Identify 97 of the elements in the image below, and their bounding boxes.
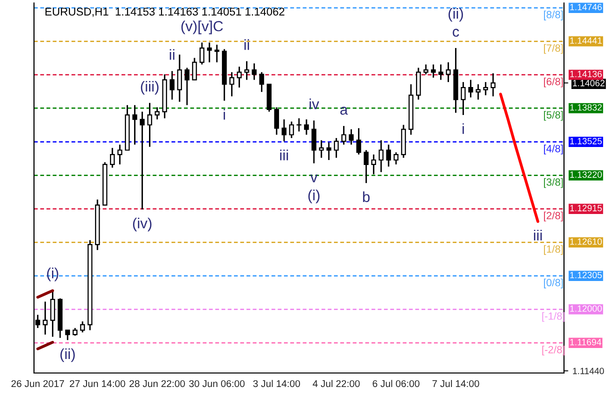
candlestick [490, 72, 496, 98]
annotation: i [462, 123, 464, 134]
annotation: v [310, 174, 318, 182]
candlestick [282, 118, 286, 142]
annotation: iii [280, 150, 288, 160]
candlestick [252, 62, 257, 81]
annotation: (iv) [133, 218, 152, 232]
x-tick-label: 30 Jun 06:00 [189, 380, 245, 388]
annotation: [8/8] [544, 10, 563, 20]
annotation: b [363, 191, 370, 202]
annotation: [2/8] [544, 212, 563, 222]
candlestick [147, 102, 152, 148]
annotation: (ii) [448, 8, 463, 22]
annotation: ii [170, 49, 174, 60]
candlestick [132, 104, 138, 146]
ref-line-label: 1.12915 [570, 204, 602, 212]
ref-line-label: 1.14746 [570, 4, 602, 10]
annotation: iv [310, 98, 320, 110]
ref-line-label: 1.13525 [570, 138, 602, 144]
candlestick [244, 60, 250, 81]
ref-line-label: 1.14136 [570, 70, 602, 78]
ref-line-label: 1.12610 [570, 238, 602, 245]
x-tick-label: 7 Jul 14:00 [432, 380, 480, 388]
annotation: (v)[v]C [181, 20, 223, 34]
ref-line-label: 1.14441 [570, 37, 602, 44]
annotation: (ii) [60, 348, 75, 362]
candlestick [430, 64, 436, 78]
line-series [499, 92, 540, 223]
ref-line-label: 1.11694 [570, 338, 602, 346]
candlestick [468, 79, 474, 98]
candlestick [356, 127, 362, 156]
candlestick [326, 142, 332, 161]
candlestick [200, 42, 204, 66]
candlestick [348, 128, 354, 146]
annotation: (iii) [140, 80, 159, 95]
x-tick-label: 27 Jun 14:00 [70, 380, 126, 388]
candlestick [371, 154, 376, 175]
x-tick-label: 26 Jun 2017 [11, 380, 64, 388]
candlestick [154, 106, 160, 120]
annotation: [4/8] [544, 144, 563, 154]
x-tick-label: 3 Jul 14:00 [253, 380, 300, 388]
candlestick [378, 140, 384, 173]
candlestick [229, 71, 234, 98]
candlestick [446, 62, 451, 83]
candlestick [312, 120, 316, 164]
candlestick [184, 67, 190, 106]
annotation: ii [244, 39, 250, 50]
candlestick [438, 64, 444, 81]
candlestick [341, 125, 346, 146]
candlestick [236, 66, 242, 88]
candlestick [423, 64, 428, 76]
annotation: i [224, 109, 225, 120]
ref-line-label: 1.13832 [570, 104, 602, 111]
candlestick [117, 144, 122, 166]
y-tick-label: 1.11440 [573, 368, 604, 374]
ref-line-label: 1.13220 [570, 171, 602, 178]
candlestick [259, 71, 264, 93]
annotation: iii [534, 230, 542, 240]
annotation: [0/8] [544, 278, 563, 288]
candlestick [177, 54, 182, 103]
candlestick [416, 67, 421, 100]
candlestick [334, 137, 339, 158]
annotation: [3/8] [544, 178, 563, 188]
candlestick [110, 147, 115, 168]
candlestick [80, 320, 85, 334]
annotation: [5/8] [544, 110, 563, 121]
candlestick [214, 44, 220, 63]
annotation: (i) [47, 268, 58, 282]
candlestick [207, 42, 212, 63]
candlestick [192, 57, 197, 81]
candlestick [483, 81, 488, 96]
candlestick [394, 152, 398, 166]
chart-title: EURUSD,H1 1.14153 1.14163 1.14051 1.14062 [46, 8, 284, 17]
candlestick [318, 140, 324, 158]
y-tick-label: 1.14062 [573, 80, 605, 86]
x-tick-label: 6 Jul 06:00 [372, 380, 420, 388]
candlestick [42, 300, 48, 336]
annotation: a [340, 106, 348, 115]
candlestick [140, 111, 145, 210]
ref-line-label: 1.12305 [570, 272, 602, 278]
candlestick [460, 81, 466, 116]
x-tick-label: 4 Jul 22:00 [312, 380, 360, 388]
annotation: (i) [308, 190, 320, 204]
candlestick [304, 118, 309, 136]
candlestick [476, 84, 481, 100]
candlestick [386, 144, 391, 168]
annotation: [6/8] [544, 78, 563, 88]
annotation: c [452, 28, 460, 37]
annotation: [7/8] [544, 44, 563, 54]
candlestick [289, 120, 294, 139]
candlestick [274, 106, 280, 136]
candlestick [65, 329, 70, 341]
candlestick [364, 149, 369, 184]
annotation: [1/8] [544, 245, 563, 255]
ref-line-label: 1.12000 [570, 305, 602, 312]
candlestick [170, 70, 175, 100]
x-tick-label: 28 Jun 22:00 [130, 380, 185, 388]
